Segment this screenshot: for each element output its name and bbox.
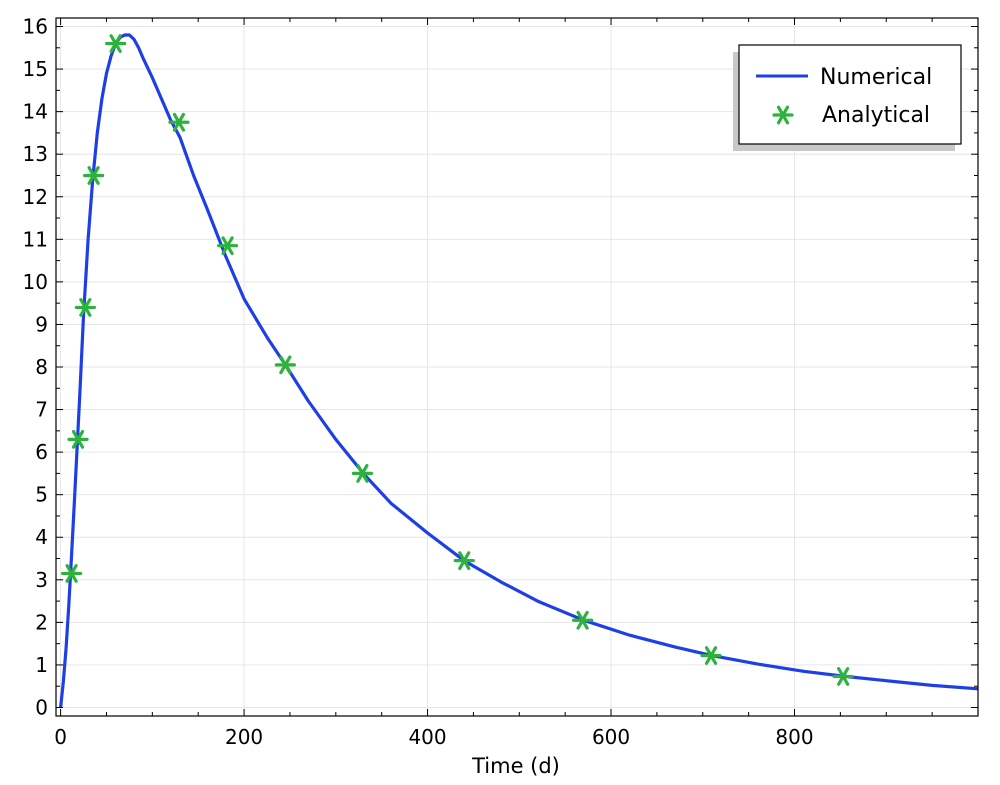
y-tick-label: 1 (35, 653, 48, 677)
analytical-point (216, 236, 239, 256)
analytical-point (74, 298, 96, 317)
star-arm (87, 166, 100, 185)
legend-numerical-label: Numerical (820, 65, 932, 90)
analytical-point (832, 667, 854, 686)
star-arm (109, 34, 122, 53)
analytical-point (105, 34, 127, 53)
y-tick-label: 10 (23, 270, 48, 294)
y-tick-label: 4 (35, 525, 48, 549)
y-tick-label: 9 (35, 312, 48, 336)
legend-analytical-swatch (772, 105, 794, 125)
star-arm (458, 551, 471, 571)
star-arm (172, 112, 186, 132)
y-tick-label: 11 (23, 227, 48, 251)
y-tick-label: 3 (35, 568, 48, 592)
star-arm (576, 610, 589, 630)
y-tick-label: 5 (35, 483, 48, 507)
y-tick-label: 12 (23, 185, 48, 209)
star-arm (79, 298, 92, 317)
legend-box (738, 44, 962, 145)
star-arm (279, 355, 292, 375)
analytical-point (453, 551, 475, 571)
legend: Numerical Analytical (733, 44, 962, 151)
y-tick-label: 13 (23, 142, 48, 166)
y-tick-label: 7 (35, 398, 48, 422)
x-tick-label: 800 (775, 725, 813, 749)
star-arm (356, 464, 369, 483)
legend-analytical-label: Analytical (822, 103, 930, 128)
x-tick-label: 600 (592, 725, 630, 749)
y-tick-label: 0 (35, 695, 48, 719)
analytical-point (67, 429, 89, 449)
star-arm (837, 667, 850, 686)
analytical-point (700, 646, 722, 665)
analytical-point (571, 610, 594, 630)
y-tick-label: 16 (23, 15, 48, 39)
x-tick-label: 200 (225, 725, 263, 749)
x-axis-title: Time (d) (471, 754, 560, 778)
series-layer (59, 33, 979, 708)
y-tick-label: 8 (35, 355, 48, 379)
x-tick-label: 400 (408, 725, 446, 749)
star-arm (71, 429, 85, 449)
star-arm (221, 236, 234, 256)
x-tick-label: 0 (54, 725, 67, 749)
analytical-point (168, 112, 190, 132)
y-tick-label: 15 (23, 57, 48, 81)
star-arm (704, 646, 718, 665)
legend-star-marker (772, 105, 794, 125)
y-tick-label: 2 (35, 610, 48, 634)
analytical-point (351, 464, 374, 483)
y-tick-label: 6 (35, 440, 48, 464)
analytical-point (83, 166, 105, 185)
analytical-point (274, 355, 296, 375)
star-arm (65, 564, 78, 583)
y-tick-label: 14 (23, 100, 48, 124)
analytical-point (60, 564, 83, 583)
star-arm (776, 105, 790, 125)
